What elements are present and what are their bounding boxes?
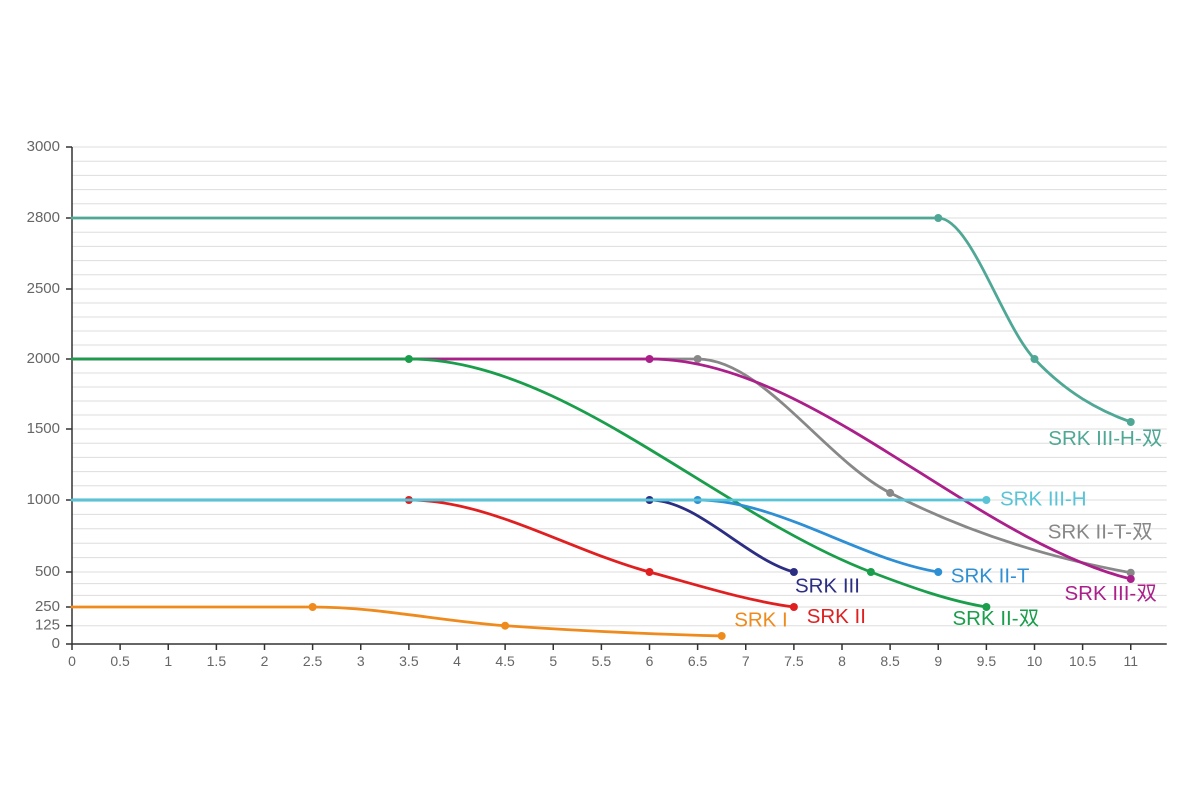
svg-text:0: 0 bbox=[68, 653, 76, 669]
svg-text:3: 3 bbox=[357, 653, 365, 669]
svg-text:SRK II-T: SRK II-T bbox=[951, 565, 1030, 588]
svg-text:0: 0 bbox=[52, 635, 60, 652]
svg-text:11: 11 bbox=[1123, 653, 1138, 669]
svg-text:2800: 2800 bbox=[27, 209, 60, 226]
svg-text:3000: 3000 bbox=[27, 138, 60, 155]
svg-text:6: 6 bbox=[646, 653, 654, 669]
svg-text:250: 250 bbox=[35, 598, 60, 615]
svg-text:2500: 2500 bbox=[27, 280, 60, 297]
svg-text:10.5: 10.5 bbox=[1069, 653, 1096, 669]
svg-text:3.5: 3.5 bbox=[399, 653, 419, 669]
svg-text:500: 500 bbox=[35, 563, 60, 580]
svg-text:4.5: 4.5 bbox=[495, 653, 515, 669]
svg-text:SRK III: SRK III bbox=[795, 575, 860, 598]
svg-text:1: 1 bbox=[164, 653, 172, 669]
svg-text:7.5: 7.5 bbox=[784, 653, 804, 669]
svg-text:SRK III-H: SRK III-H bbox=[1000, 488, 1087, 511]
svg-text:2000: 2000 bbox=[27, 350, 60, 367]
svg-text:SRK I: SRK I bbox=[734, 609, 788, 632]
svg-text:6.5: 6.5 bbox=[688, 653, 708, 669]
svg-text:2: 2 bbox=[261, 653, 269, 669]
svg-text:9: 9 bbox=[934, 653, 942, 669]
svg-text:2.5: 2.5 bbox=[303, 653, 323, 669]
svg-text:SRK III-双: SRK III-双 bbox=[1065, 582, 1157, 605]
svg-text:9.5: 9.5 bbox=[977, 653, 997, 669]
svg-text:5.5: 5.5 bbox=[592, 653, 612, 669]
svg-text:10: 10 bbox=[1027, 653, 1043, 669]
svg-text:SRK II: SRK II bbox=[807, 605, 866, 628]
svg-text:4: 4 bbox=[453, 653, 461, 669]
svg-text:8: 8 bbox=[838, 653, 846, 669]
svg-text:8.5: 8.5 bbox=[880, 653, 900, 669]
svg-text:1500: 1500 bbox=[27, 420, 60, 437]
svg-text:SRK III-H-双: SRK III-H-双 bbox=[1048, 427, 1162, 450]
svg-text:7: 7 bbox=[742, 653, 750, 669]
svg-text:1.5: 1.5 bbox=[207, 653, 227, 669]
svg-text:SRK II-双: SRK II-双 bbox=[953, 607, 1040, 630]
svg-text:5: 5 bbox=[549, 653, 557, 669]
svg-text:0.5: 0.5 bbox=[110, 653, 130, 669]
svg-text:1000: 1000 bbox=[27, 491, 60, 508]
svg-text:125: 125 bbox=[35, 617, 60, 634]
svg-text:SRK II-T-双: SRK II-T-双 bbox=[1048, 521, 1153, 544]
